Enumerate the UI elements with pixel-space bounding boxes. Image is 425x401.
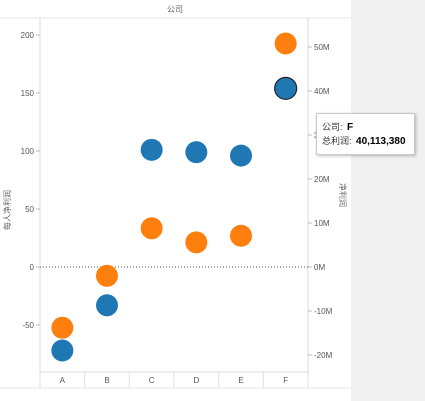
right-tick-label: 40M [314, 87, 330, 96]
tooltip-profit-label: 总利润: [322, 136, 352, 146]
data-point [185, 141, 208, 164]
highlighted-point [274, 76, 298, 100]
data-point [230, 144, 252, 167]
data-point [274, 32, 297, 55]
left-tick-label: 150 [21, 89, 35, 98]
data-point [51, 316, 74, 339]
data-point [185, 231, 208, 254]
right-axis-title: 净利润 [338, 183, 348, 207]
chart-title: 公司 [167, 5, 183, 14]
category-label: C [149, 376, 155, 385]
data-point [140, 138, 163, 161]
data-point [140, 217, 163, 240]
data-point [51, 339, 74, 362]
tooltip-company-value: F [347, 122, 354, 133]
category-label: B [104, 376, 109, 385]
right-tick-label: -20M [314, 351, 333, 360]
data-point [96, 264, 118, 287]
category-label: D [193, 376, 199, 385]
side-panel [351, 0, 425, 401]
data-point [96, 294, 118, 317]
left-tick-label: -50 [22, 321, 34, 330]
right-tick-label: -10M [314, 307, 333, 316]
left-tick-label: 200 [21, 31, 35, 40]
right-tick-label: 50M [314, 43, 330, 52]
right-tick-label: 10M [314, 219, 330, 228]
left-tick-label: 50 [25, 205, 34, 214]
left-tick-label: 0 [30, 263, 35, 272]
data-tooltip: 公司: F 总利润: 40,113,380 [316, 113, 415, 155]
right-tick-label: 20M [314, 175, 330, 184]
data-point [230, 224, 252, 247]
left-axis-title: 每人净利润 [2, 190, 12, 230]
category-label: E [238, 376, 243, 385]
category-label: F [283, 376, 288, 385]
right-tick-label: 0M [314, 263, 325, 272]
category-label: A [60, 376, 66, 385]
tooltip-profit-value: 40,113,380 [356, 136, 406, 147]
tooltip-company-label: 公司: [322, 122, 343, 132]
tooltip-company-row: 公司: F [322, 120, 353, 133]
tooltip-profit-row: 总利润: 40,113,380 [322, 134, 406, 147]
left-tick-label: 100 [21, 147, 35, 156]
